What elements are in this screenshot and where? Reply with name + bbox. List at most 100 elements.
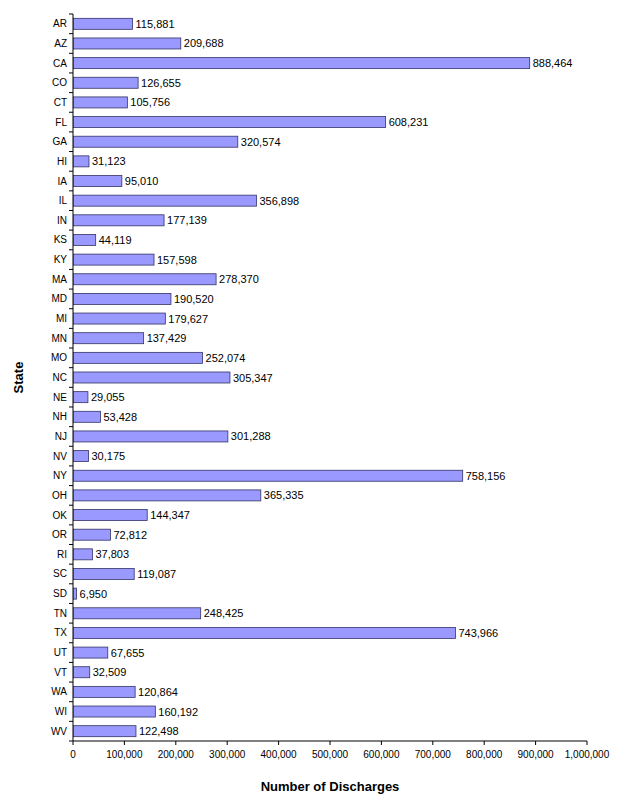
data-label: 278,370 <box>219 273 259 285</box>
x-tick <box>175 741 176 745</box>
data-label: 115,881 <box>136 18 175 30</box>
data-label: 365,335 <box>264 489 304 501</box>
category-label: MD <box>51 293 67 304</box>
data-label: 29,055 <box>91 391 125 403</box>
category-tick <box>69 564 73 565</box>
data-label: 67,655 <box>111 647 145 659</box>
data-label: 252,074 <box>206 352 246 364</box>
category-tick <box>69 328 73 329</box>
category-tick <box>69 682 73 683</box>
category-label: WA <box>51 686 67 697</box>
data-label: 179,627 <box>168 313 208 325</box>
category-tick <box>69 14 73 15</box>
category-tick <box>69 210 73 211</box>
category-tick <box>69 92 73 93</box>
category-label: TN <box>54 608 67 619</box>
bar <box>73 313 165 324</box>
category-label: KS <box>54 234 68 245</box>
data-label: 120,864 <box>138 686 178 698</box>
data-label: 157,598 <box>157 254 197 266</box>
data-label: 888,464 <box>533 57 573 69</box>
x-tick <box>278 741 279 745</box>
x-tick <box>124 741 125 745</box>
data-label: 126,655 <box>141 77 181 89</box>
category-tick <box>69 249 73 250</box>
x-tick-label: 700,000 <box>415 749 452 760</box>
x-tick-label: 200,000 <box>158 749 195 760</box>
category-label: AZ <box>54 38 67 49</box>
bar <box>73 686 135 697</box>
bar <box>73 333 144 344</box>
category-tick <box>69 72 73 73</box>
y-axis-title: State <box>11 362 26 394</box>
category-label: CO <box>52 77 67 88</box>
bar <box>73 431 228 442</box>
bar <box>73 234 96 245</box>
category-label: KY <box>54 254 68 265</box>
x-tick-label: 600,000 <box>363 749 400 760</box>
bar <box>73 156 89 167</box>
category-label: TX <box>54 627 67 638</box>
x-tick <box>227 741 228 745</box>
category-label: WV <box>51 726 67 737</box>
x-tick-label: 0 <box>70 749 76 760</box>
category-tick <box>69 505 73 506</box>
x-tick <box>535 741 536 745</box>
category-label: FL <box>55 117 67 128</box>
category-label: IN <box>57 215 67 226</box>
category-label: CA <box>53 58 67 69</box>
bar <box>73 195 256 206</box>
category-label: MN <box>51 333 67 344</box>
data-label: 301,288 <box>231 430 271 442</box>
category-tick <box>69 406 73 407</box>
bar <box>73 97 127 108</box>
bar <box>73 529 110 540</box>
x-tick-label: 300,000 <box>209 749 246 760</box>
category-tick <box>69 623 73 624</box>
data-label: 209,688 <box>184 37 224 49</box>
x-tick-label: 100,000 <box>106 749 143 760</box>
category-tick <box>69 53 73 54</box>
category-label: MI <box>56 313 67 324</box>
category-tick <box>69 151 73 152</box>
data-label: 758,156 <box>466 470 506 482</box>
category-label: SC <box>53 568 67 579</box>
category-tick <box>69 190 73 191</box>
bar <box>73 293 171 304</box>
bar <box>73 470 463 481</box>
bar <box>73 706 155 717</box>
data-label: 160,192 <box>158 706 198 718</box>
category-label: AR <box>53 18 67 29</box>
bar <box>73 176 122 187</box>
bar <box>73 411 100 422</box>
category-tick <box>69 485 73 486</box>
category-label: NC <box>53 372 67 383</box>
category-label: OH <box>52 490 67 501</box>
category-label: RI <box>57 549 67 560</box>
bar <box>73 392 88 403</box>
category-tick <box>69 308 73 309</box>
data-label: 44,119 <box>99 234 132 246</box>
category-label: UT <box>54 647 67 658</box>
bar <box>73 726 136 737</box>
data-label: 31,123 <box>92 155 126 167</box>
data-label: 320,574 <box>241 136 281 148</box>
y-axis <box>73 14 74 741</box>
x-tick <box>587 741 588 745</box>
x-tick <box>432 741 433 745</box>
bar <box>73 510 147 521</box>
data-label: 122,498 <box>139 725 179 737</box>
category-label: SD <box>53 588 67 599</box>
category-tick <box>69 446 73 447</box>
category-tick <box>69 524 73 525</box>
category-tick <box>69 544 73 545</box>
category-tick <box>69 33 73 34</box>
bar <box>73 588 77 599</box>
data-label: 72,812 <box>113 529 147 541</box>
category-tick <box>69 741 73 742</box>
category-label: OR <box>52 529 67 540</box>
category-tick <box>69 367 73 368</box>
bar <box>73 549 92 560</box>
bar <box>73 568 134 579</box>
bar <box>73 627 455 638</box>
